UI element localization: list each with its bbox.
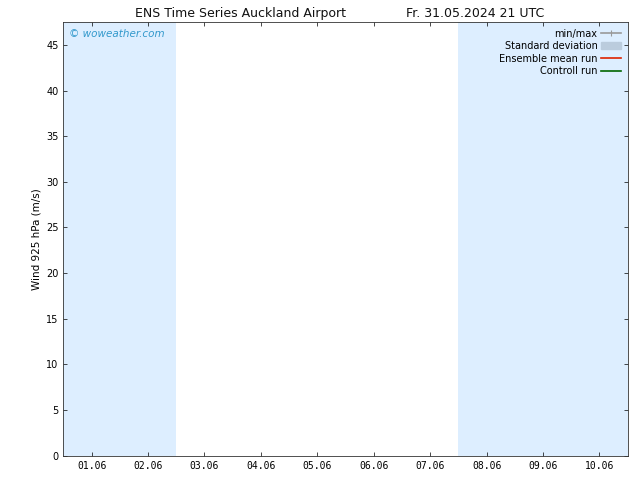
Bar: [458, 22, 515, 456]
Bar: [120, 22, 176, 456]
Y-axis label: Wind 925 hPa (m/s): Wind 925 hPa (m/s): [32, 188, 42, 290]
Bar: [515, 22, 571, 456]
Text: Fr. 31.05.2024 21 UTC: Fr. 31.05.2024 21 UTC: [406, 7, 545, 21]
Text: ENS Time Series Auckland Airport: ENS Time Series Auckland Airport: [136, 7, 346, 21]
Legend: min/max, Standard deviation, Ensemble mean run, Controll run: min/max, Standard deviation, Ensemble me…: [497, 27, 623, 78]
Text: © woweather.com: © woweather.com: [69, 28, 165, 39]
Bar: [571, 22, 628, 456]
Bar: [63, 22, 120, 456]
